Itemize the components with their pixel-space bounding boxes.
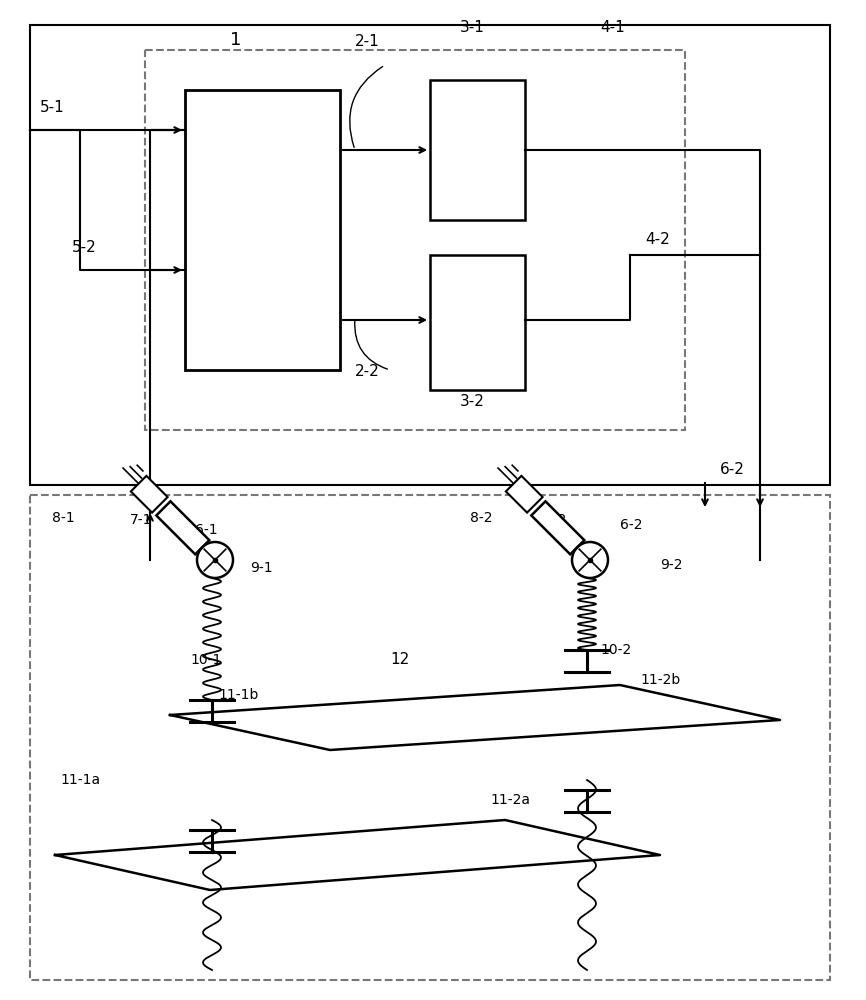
Text: 11-2a: 11-2a	[490, 793, 530, 807]
Text: 10-1: 10-1	[190, 653, 222, 667]
Text: 5-1: 5-1	[40, 101, 65, 115]
Text: 12: 12	[390, 652, 410, 668]
Text: 5-2: 5-2	[72, 240, 97, 255]
Bar	[430, 80, 525, 220]
Bar	[532, 501, 585, 554]
Text: 6-2: 6-2	[720, 462, 745, 478]
Text: 3-2: 3-2	[460, 394, 485, 410]
Text: 9-1: 9-1	[250, 561, 273, 575]
Text: 4-1: 4-1	[600, 20, 624, 35]
Bar	[30, 25, 830, 485]
Text: 7-2: 7-2	[545, 513, 567, 527]
Bar	[131, 476, 168, 513]
Bar	[506, 476, 543, 513]
Bar	[30, 495, 830, 980]
Text: 3-1: 3-1	[460, 20, 485, 35]
Text: 11-1b: 11-1b	[218, 688, 258, 702]
Text: 8-1: 8-1	[52, 511, 74, 525]
Text: 2-2: 2-2	[355, 364, 380, 379]
Text: 11-1a: 11-1a	[60, 773, 100, 787]
Text: 10-2: 10-2	[600, 643, 631, 657]
Text: 7-1: 7-1	[130, 513, 152, 527]
Text: 6-1: 6-1	[195, 523, 217, 537]
Text: 4-2: 4-2	[645, 232, 669, 247]
Text: 2-1: 2-1	[355, 34, 380, 49]
Text: 8-2: 8-2	[470, 511, 493, 525]
Bar	[185, 90, 340, 370]
Text: 11-2b: 11-2b	[640, 673, 681, 687]
Bar	[430, 255, 525, 390]
Text: 1: 1	[230, 31, 242, 49]
Bar	[156, 501, 210, 554]
Text: 9-2: 9-2	[660, 558, 682, 572]
Text: 6-2: 6-2	[620, 518, 643, 532]
Bar	[145, 50, 685, 430]
